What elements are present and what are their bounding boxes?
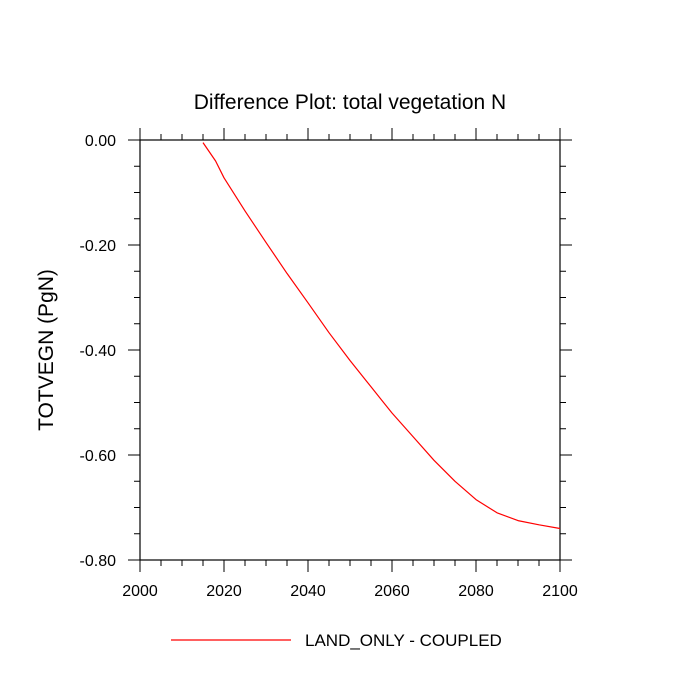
x-tick-label: 2040 (290, 583, 326, 600)
x-tick-label: 2060 (374, 583, 410, 600)
y-tick-label: -0.60 (80, 448, 117, 465)
axes: 2000 2020 2040 2060 2080 2100 0.00 -0.20 -0.40 -0… (80, 128, 578, 600)
y-tick-label: -0.40 (80, 343, 117, 360)
x-tick-label: 2000 (122, 583, 158, 600)
y-tick-label: -0.20 (80, 238, 117, 255)
x-tick-label: 2020 (206, 583, 242, 600)
series-layer (202, 142, 561, 530)
legend: LAND_ONLY - COUPLED (171, 631, 502, 650)
x-tick-label: 2080 (458, 583, 494, 600)
series-line (202, 142, 561, 530)
legend-label: LAND_ONLY - COUPLED (305, 631, 502, 650)
y-tick-label: 0.00 (85, 133, 116, 150)
chart-title: Difference Plot: total vegetation N (194, 91, 506, 114)
y-tick-label: -0.80 (80, 553, 117, 570)
x-tick-label: 2100 (542, 583, 578, 600)
y-axis-label: TOTVEGN (PgN) (35, 269, 58, 431)
plot-frame (139, 139, 561, 561)
